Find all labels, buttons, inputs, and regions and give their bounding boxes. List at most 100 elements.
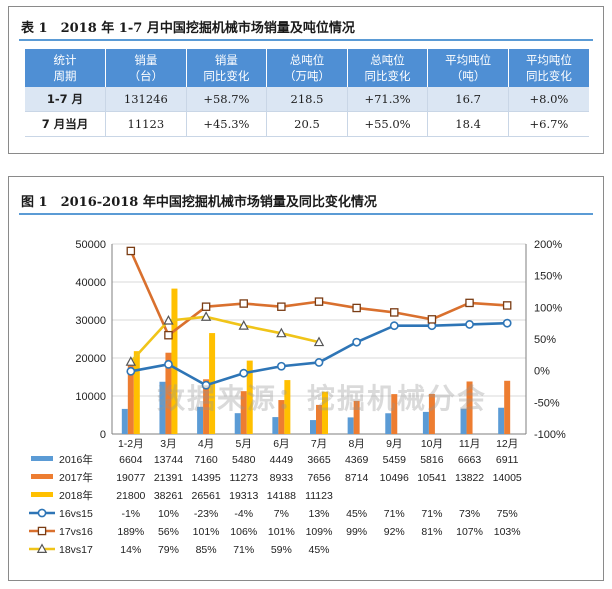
x-tick-label: 10月 <box>421 438 443 450</box>
x-tick-label: 1-2月 <box>118 438 144 450</box>
y-left-tick-label: 50000 <box>75 239 106 251</box>
data-label-2016年: 5480 <box>232 454 256 466</box>
bar-2017年 <box>391 394 398 434</box>
table-cell: 131246 <box>105 87 187 112</box>
bar-2016年 <box>310 420 316 434</box>
y-left-tick-label: 40000 <box>75 277 106 289</box>
legend-label-2016年: 2016年 <box>59 453 93 466</box>
data-label-2017年: 11273 <box>230 472 259 484</box>
y-right-tick-label: 0% <box>534 366 550 378</box>
bar-2017年 <box>240 391 247 434</box>
bar-2017年 <box>127 361 134 434</box>
point-18vs17 <box>200 311 212 321</box>
point-17vs16 <box>314 297 324 306</box>
data-label-16vs15: -23% <box>194 508 219 520</box>
table-cell: 218.5 <box>266 87 348 112</box>
data-label-2016年: 3665 <box>307 454 331 466</box>
table-cell: 16.7 <box>427 87 509 112</box>
y-right-tick-label: 200% <box>534 239 562 251</box>
bar-2017年 <box>466 381 473 434</box>
data-label-17vs16: 106% <box>230 526 257 538</box>
bar-2017年 <box>278 400 285 434</box>
bar-2016年 <box>498 407 505 434</box>
sales-chart: 0 10000 20000 30000 40000 50000 -100% -50% 0% 50%… <box>29 239 566 556</box>
point-16vs15 <box>37 508 47 518</box>
data-label-2018年: 11123 <box>305 490 333 502</box>
data-label-17vs16: 109% <box>306 526 333 538</box>
data-label-16vs15: 71% <box>421 508 442 520</box>
table-row: 1-7 月 131246 +58.7% 218.5 +71.3% 16.7 +8… <box>25 87 589 112</box>
y-left-tick-label: 10000 <box>75 391 106 403</box>
bar-2018年 <box>322 391 328 434</box>
table-cell: 11123 <box>105 111 187 137</box>
data-label-2017年: 14005 <box>493 472 522 484</box>
point-18vs17 <box>36 543 48 553</box>
point-16vs15 <box>239 368 249 378</box>
chart-title-rule <box>19 213 593 215</box>
point-17vs16 <box>164 330 173 340</box>
point-16vs15 <box>201 380 211 390</box>
point-16vs15 <box>276 361 286 371</box>
line-18vs17 <box>129 315 320 363</box>
legend-swatch-2016年 <box>31 456 53 461</box>
bar-2017年 <box>504 380 511 434</box>
data-label-18vs17: 45% <box>308 544 329 556</box>
data-label-16vs15: 7% <box>274 508 289 520</box>
header-cell: 平均吨位 （吨） <box>427 49 509 87</box>
data-label-2018年: 21800 <box>116 490 145 502</box>
data-label-2016年: 6663 <box>458 454 482 466</box>
bar-2016年 <box>460 408 467 434</box>
point-17vs16 <box>239 299 248 308</box>
point-18vs17 <box>125 356 137 366</box>
header-cell: 销量 （台） <box>105 49 187 87</box>
line-17vs16 <box>129 250 508 337</box>
table-cell: +6.7% <box>508 111 589 137</box>
x-tick-label: 6月 <box>273 438 289 450</box>
x-tick-label: 9月 <box>386 438 402 450</box>
data-label-2017年: 13822 <box>455 472 484 484</box>
point-16vs15 <box>126 366 136 376</box>
data-label-17vs16: 107% <box>456 526 483 538</box>
header-cell: 销量 同比变化 <box>186 49 268 87</box>
point-18vs17 <box>238 320 249 330</box>
x-tick-label: 4月 <box>198 438 214 450</box>
data-label-16vs15: -1% <box>121 508 140 520</box>
data-label-2016年: 4449 <box>270 454 294 466</box>
line-16vs15 <box>130 321 508 387</box>
table-cell: +71.3% <box>347 87 429 112</box>
data-label-18vs17: 59% <box>271 544 292 556</box>
legend-swatch-2017年 <box>31 474 53 479</box>
table-cell: 1-7 月 <box>25 87 107 112</box>
bar-2016年 <box>347 417 354 434</box>
point-17vs16 <box>37 526 47 536</box>
bar-2016年 <box>272 417 279 434</box>
data-label-2017年: 19077 <box>116 472 145 484</box>
header-cell: 总吨位 同比变化 <box>347 49 429 87</box>
data-label-2017年: 14395 <box>191 472 220 484</box>
y-right-tick-label: -50% <box>534 397 560 409</box>
bar-2017年 <box>203 379 210 434</box>
legend-label-2017年: 2017年 <box>59 471 93 484</box>
legend-swatch-2018年 <box>31 492 53 497</box>
bar-2016年 <box>422 411 429 434</box>
sales-table: 统计 周期 销量 （台） 销量 同比变化 总吨位 （万吨） 总吨位 同比变化 平均吨位 （吨… <box>25 49 589 137</box>
data-label-2018年: 14188 <box>267 490 296 502</box>
x-tick-label: 5月 <box>236 438 252 450</box>
bar-2017年 <box>428 393 435 434</box>
data-label-18vs17: 85% <box>196 544 217 556</box>
point-18vs17 <box>163 314 174 325</box>
x-tick-label: 8月 <box>348 438 364 450</box>
point-17vs16 <box>465 298 474 308</box>
data-label-16vs15: 13% <box>308 508 329 520</box>
data-label-16vs15: 75% <box>497 508 518 520</box>
y-left-tick-label: 30000 <box>75 315 106 327</box>
table-cell: +45.3% <box>186 111 268 137</box>
point-16vs15 <box>314 358 324 367</box>
data-label-18vs17: 71% <box>233 544 254 556</box>
data-label-18vs17: 14% <box>120 544 141 556</box>
data-label-17vs16: 103% <box>494 526 521 538</box>
data-label-16vs15: 73% <box>459 508 480 520</box>
point-17vs16 <box>352 303 361 313</box>
table-cell: +55.0% <box>347 111 429 137</box>
data-label-2016年: 5459 <box>383 454 407 466</box>
